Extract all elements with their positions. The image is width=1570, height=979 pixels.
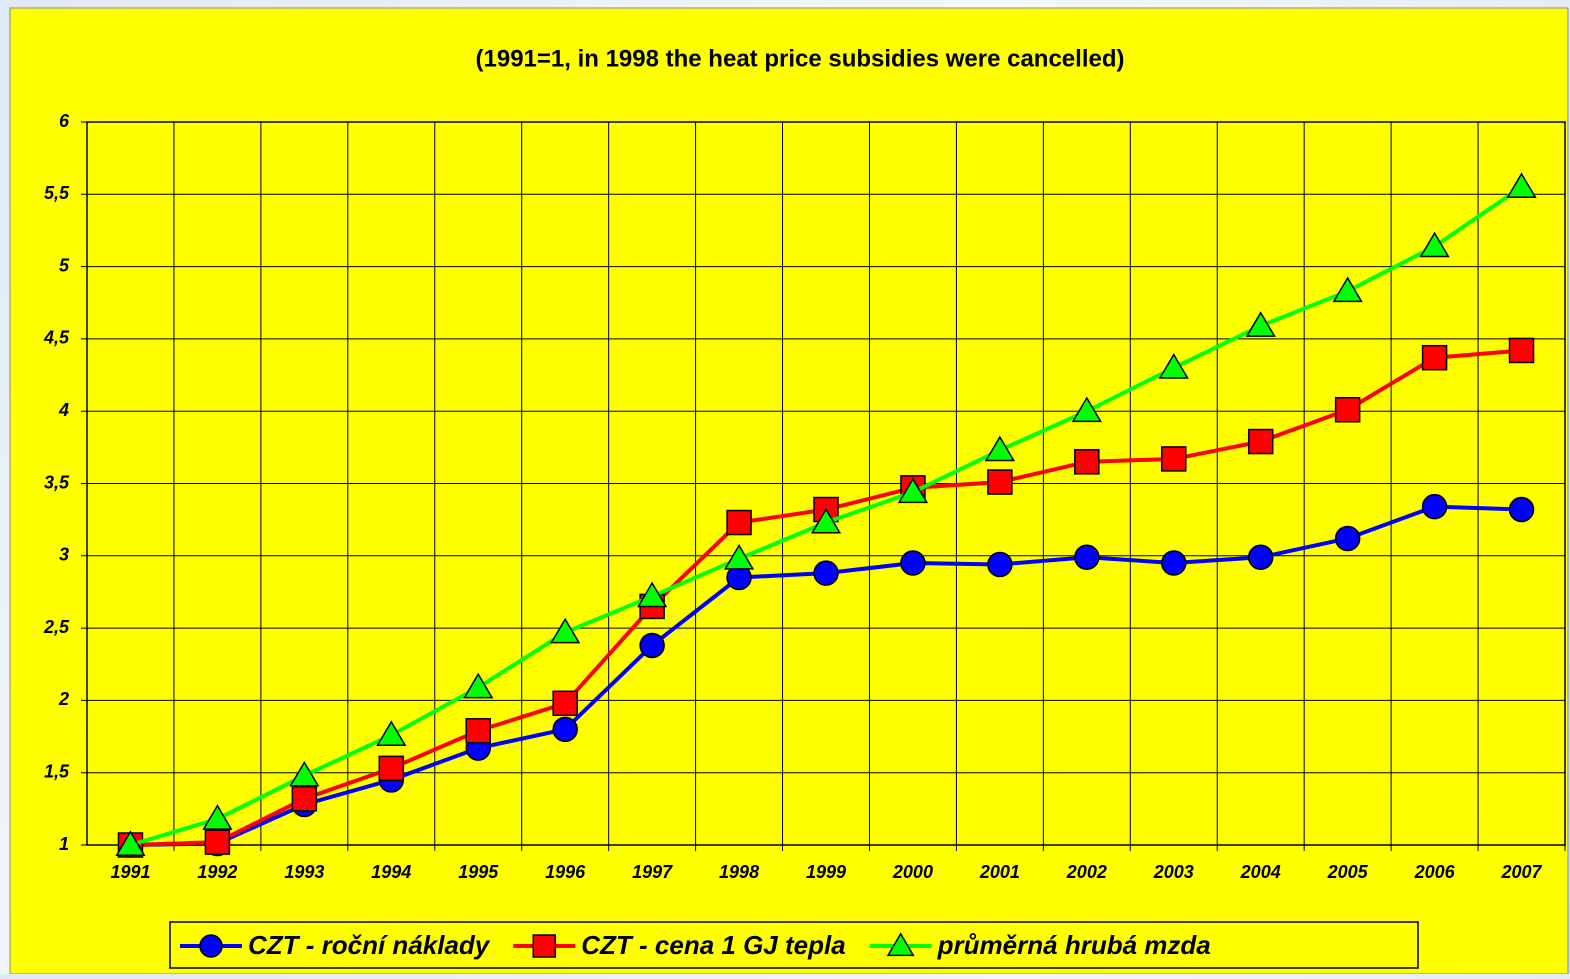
marker bbox=[900, 550, 926, 576]
x-tick-label: 2002 bbox=[1066, 862, 1107, 882]
legend bbox=[169, 921, 1419, 969]
marker bbox=[115, 830, 146, 856]
marker bbox=[1245, 311, 1276, 337]
marker bbox=[1334, 525, 1361, 552]
marker bbox=[1419, 231, 1450, 258]
x-tick-label: 2001 bbox=[979, 862, 1020, 882]
x-tick-label: 2004 bbox=[1240, 862, 1281, 882]
y-tick-label: 1 bbox=[59, 834, 69, 854]
marker bbox=[1158, 353, 1189, 379]
marker bbox=[1247, 544, 1274, 570]
marker bbox=[639, 632, 665, 659]
legend-label: CZT - cena 1 GJ tepla bbox=[581, 930, 845, 960]
x-tick-label: 2006 bbox=[1414, 862, 1456, 882]
y-tick-label: 4,5 bbox=[43, 328, 70, 348]
x-tick-label: 1995 bbox=[458, 862, 499, 882]
y-tick-label: 6 bbox=[59, 111, 70, 131]
marker bbox=[532, 934, 557, 958]
marker bbox=[1508, 337, 1535, 364]
marker bbox=[726, 509, 752, 536]
y-tick-label: 5 bbox=[59, 255, 70, 275]
marker bbox=[886, 932, 915, 957]
x-tick-label: 1997 bbox=[632, 862, 673, 882]
x-tick-label: 1991 bbox=[110, 862, 150, 882]
chart-background bbox=[9, 7, 1569, 975]
marker bbox=[1074, 449, 1100, 475]
marker bbox=[378, 755, 405, 782]
marker bbox=[552, 716, 578, 743]
marker bbox=[1332, 276, 1363, 303]
x-tick-label: 1993 bbox=[284, 862, 324, 882]
marker bbox=[1161, 446, 1187, 472]
marker bbox=[1071, 396, 1102, 423]
marker bbox=[291, 785, 318, 812]
legend-label: CZT - roční náklady bbox=[248, 930, 491, 960]
y-tick-label: 2,5 bbox=[43, 617, 70, 637]
marker bbox=[465, 718, 491, 744]
marker bbox=[1334, 397, 1361, 423]
y-tick-label: 3 bbox=[59, 545, 69, 565]
marker bbox=[463, 672, 494, 699]
marker bbox=[550, 617, 581, 644]
y-tick-label: 1,5 bbox=[44, 761, 70, 781]
x-tick-label: 2003 bbox=[1153, 862, 1194, 882]
x-tick-label: 1998 bbox=[719, 862, 759, 882]
marker bbox=[202, 804, 233, 830]
marker bbox=[810, 507, 842, 534]
x-tick-label: 2000 bbox=[892, 862, 933, 882]
marker bbox=[1421, 344, 1448, 371]
marker bbox=[1161, 550, 1187, 576]
marker bbox=[552, 690, 578, 717]
y-tick-label: 2 bbox=[58, 689, 69, 709]
marker bbox=[1421, 493, 1448, 520]
y-tick-label: 3,5 bbox=[44, 472, 70, 492]
marker bbox=[1074, 544, 1100, 570]
marker bbox=[987, 551, 1013, 578]
x-tick-label: 1996 bbox=[545, 862, 586, 882]
marker bbox=[723, 544, 755, 570]
legend-label: průměrná hrubá mzda bbox=[937, 930, 1211, 960]
marker bbox=[637, 581, 668, 608]
marker bbox=[199, 934, 223, 958]
x-tick-label: 1994 bbox=[371, 862, 411, 882]
marker bbox=[204, 829, 231, 855]
marker bbox=[987, 469, 1013, 495]
marker bbox=[1508, 496, 1535, 523]
marker bbox=[1247, 428, 1274, 455]
marker bbox=[897, 477, 929, 504]
x-tick-label: 2007 bbox=[1501, 862, 1543, 882]
marker bbox=[376, 720, 407, 747]
marker bbox=[1506, 172, 1537, 199]
x-tick-label: 1999 bbox=[806, 862, 846, 882]
chart-title: (1991=1, in 1998 the heat price subsidie… bbox=[476, 45, 1125, 72]
x-tick-label: 2005 bbox=[1327, 862, 1369, 882]
x-tick-label: 1992 bbox=[197, 862, 237, 882]
marker bbox=[289, 760, 320, 787]
marker bbox=[984, 435, 1015, 462]
y-tick-label: 5,5 bbox=[44, 183, 70, 203]
marker bbox=[813, 560, 839, 586]
y-tick-label: 4 bbox=[58, 400, 69, 420]
